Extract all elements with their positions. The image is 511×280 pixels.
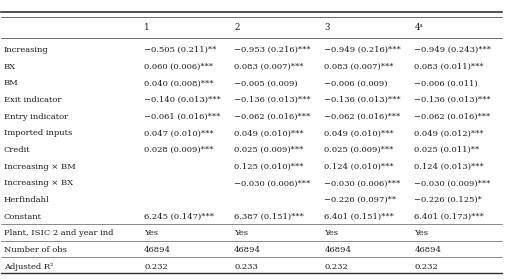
Text: 0.083 (0.011)***: 0.083 (0.011)*** — [414, 63, 484, 71]
Text: 0.083 (0.007)***: 0.083 (0.007)*** — [234, 63, 304, 71]
Text: 0.025 (0.009)***: 0.025 (0.009)*** — [324, 146, 393, 154]
Text: 0.125 (0.010)***: 0.125 (0.010)*** — [234, 163, 304, 171]
Text: 2: 2 — [234, 23, 240, 32]
Text: 0.083 (0.007)***: 0.083 (0.007)*** — [324, 63, 394, 71]
Text: 46894: 46894 — [414, 246, 442, 254]
Text: −0.949 (0.216)***: −0.949 (0.216)*** — [324, 46, 401, 54]
Text: 0.049 (0.012)***: 0.049 (0.012)*** — [414, 129, 484, 137]
Text: −0.062 (0.016)***: −0.062 (0.016)*** — [414, 113, 491, 121]
Text: −0.062 (0.016)***: −0.062 (0.016)*** — [234, 113, 310, 121]
Text: 46894: 46894 — [234, 246, 261, 254]
Text: −0.006 (0.011): −0.006 (0.011) — [414, 79, 478, 87]
Text: 0.124 (0.010)***: 0.124 (0.010)*** — [324, 163, 394, 171]
Text: −0.061 (0.016)***: −0.061 (0.016)*** — [144, 113, 220, 121]
Text: Yes: Yes — [414, 229, 428, 237]
Text: Increasing × BM: Increasing × BM — [4, 163, 76, 171]
Text: Increasing × BX: Increasing × BX — [4, 179, 73, 187]
Text: 0.232: 0.232 — [414, 263, 438, 271]
Text: Imported inputs: Imported inputs — [4, 129, 72, 137]
Text: −0.136 (0.013)***: −0.136 (0.013)*** — [324, 96, 401, 104]
Text: Credit: Credit — [4, 146, 31, 154]
Text: −0.006 (0.009): −0.006 (0.009) — [324, 79, 388, 87]
Text: 0.025 (0.011)**: 0.025 (0.011)** — [414, 146, 479, 154]
Text: BX: BX — [4, 63, 16, 71]
Text: 0.124 (0.013)***: 0.124 (0.013)*** — [414, 163, 484, 171]
Text: −0.062 (0.016)***: −0.062 (0.016)*** — [324, 113, 401, 121]
Text: −0.136 (0.013)***: −0.136 (0.013)*** — [414, 96, 491, 104]
Text: −0.140 (0.013)***: −0.140 (0.013)*** — [144, 96, 221, 104]
Text: 6.401 (0.151)***: 6.401 (0.151)*** — [324, 213, 394, 221]
Text: 46894: 46894 — [144, 246, 171, 254]
Text: 6.387 (0.151)***: 6.387 (0.151)*** — [234, 213, 304, 221]
Text: −0.953 (0.216)***: −0.953 (0.216)*** — [234, 46, 311, 54]
Text: −0.030 (0.006)***: −0.030 (0.006)*** — [324, 179, 401, 187]
Text: 0.233: 0.233 — [234, 263, 258, 271]
Text: 1: 1 — [144, 23, 150, 32]
Text: 0.025 (0.009)***: 0.025 (0.009)*** — [234, 146, 304, 154]
Text: 0.028 (0.009)***: 0.028 (0.009)*** — [144, 146, 214, 154]
Text: 0.049 (0.010)***: 0.049 (0.010)*** — [324, 129, 394, 137]
Text: Yes: Yes — [324, 229, 338, 237]
Text: 0.047 (0.010)***: 0.047 (0.010)*** — [144, 129, 214, 137]
Text: −0.136 (0.013)***: −0.136 (0.013)*** — [234, 96, 311, 104]
Text: Yes: Yes — [234, 229, 248, 237]
Text: Constant: Constant — [4, 213, 42, 221]
Text: Entry indicator: Entry indicator — [4, 113, 68, 121]
Text: −0.030 (0.009)***: −0.030 (0.009)*** — [414, 179, 491, 187]
Text: Herfindahl: Herfindahl — [4, 196, 50, 204]
Text: −0.505 (0.211)**: −0.505 (0.211)** — [144, 46, 217, 54]
Text: 0.232: 0.232 — [324, 263, 348, 271]
Text: 4ᵃ: 4ᵃ — [414, 23, 423, 32]
Text: −0.030 (0.006)***: −0.030 (0.006)*** — [234, 179, 310, 187]
Text: 46894: 46894 — [324, 246, 351, 254]
Text: Adjusted R²: Adjusted R² — [4, 263, 53, 271]
Text: 0.232: 0.232 — [144, 263, 168, 271]
Text: 3: 3 — [324, 23, 330, 32]
Text: Plant, ISIC 2 and year ind: Plant, ISIC 2 and year ind — [4, 229, 113, 237]
Text: 6.245 (0.147)***: 6.245 (0.147)*** — [144, 213, 214, 221]
Text: −0.949 (0.243)***: −0.949 (0.243)*** — [414, 46, 491, 54]
Text: Increasing: Increasing — [4, 46, 49, 54]
Text: Yes: Yes — [144, 229, 158, 237]
Text: Number of obs: Number of obs — [4, 246, 67, 254]
Text: 0.060 (0.006)***: 0.060 (0.006)*** — [144, 63, 213, 71]
Text: −0.005 (0.009): −0.005 (0.009) — [234, 79, 298, 87]
Text: −0.226 (0.125)*: −0.226 (0.125)* — [414, 196, 482, 204]
Text: Exit indicator: Exit indicator — [4, 96, 61, 104]
Text: 0.049 (0.010)***: 0.049 (0.010)*** — [234, 129, 304, 137]
Text: BM: BM — [4, 79, 18, 87]
Text: 0.040 (0.008)***: 0.040 (0.008)*** — [144, 79, 214, 87]
Text: 6.401 (0.173)***: 6.401 (0.173)*** — [414, 213, 484, 221]
Text: −0.226 (0.097)**: −0.226 (0.097)** — [324, 196, 397, 204]
